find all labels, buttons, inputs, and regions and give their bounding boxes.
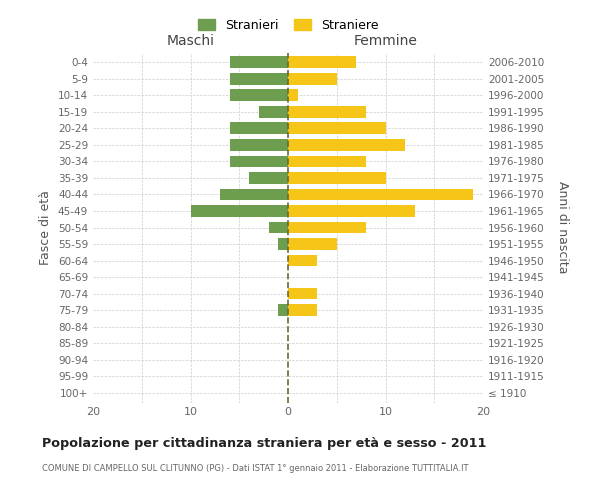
Bar	[288, 188, 473, 200]
Bar	[288, 205, 415, 217]
Text: Femmine: Femmine	[353, 34, 418, 48]
Bar	[288, 288, 317, 300]
Bar	[288, 254, 317, 266]
Bar	[230, 139, 288, 151]
Bar	[230, 156, 288, 168]
Bar	[278, 238, 288, 250]
Bar	[278, 304, 288, 316]
Bar	[288, 304, 317, 316]
Bar	[230, 90, 288, 102]
Text: Popolazione per cittadinanza straniera per età e sesso - 2011: Popolazione per cittadinanza straniera p…	[42, 438, 487, 450]
Bar	[288, 139, 405, 151]
Bar	[288, 56, 356, 68]
Bar	[288, 122, 386, 134]
Bar	[249, 172, 288, 184]
Y-axis label: Fasce di età: Fasce di età	[40, 190, 52, 265]
Bar	[269, 222, 288, 234]
Bar	[191, 205, 288, 217]
Bar	[288, 156, 366, 168]
Bar	[288, 106, 366, 118]
Text: Maschi: Maschi	[167, 34, 215, 48]
Bar	[288, 222, 366, 234]
Bar	[288, 238, 337, 250]
Bar	[230, 122, 288, 134]
Bar	[230, 56, 288, 68]
Bar	[288, 90, 298, 102]
Text: COMUNE DI CAMPELLO SUL CLITUNNO (PG) - Dati ISTAT 1° gennaio 2011 - Elaborazione: COMUNE DI CAMPELLO SUL CLITUNNO (PG) - D…	[42, 464, 469, 473]
Bar	[220, 188, 288, 200]
Bar	[230, 73, 288, 85]
Bar	[288, 172, 386, 184]
Y-axis label: Anni di nascita: Anni di nascita	[556, 181, 569, 274]
Bar	[288, 73, 337, 85]
Bar	[259, 106, 288, 118]
Legend: Stranieri, Straniere: Stranieri, Straniere	[193, 14, 383, 37]
